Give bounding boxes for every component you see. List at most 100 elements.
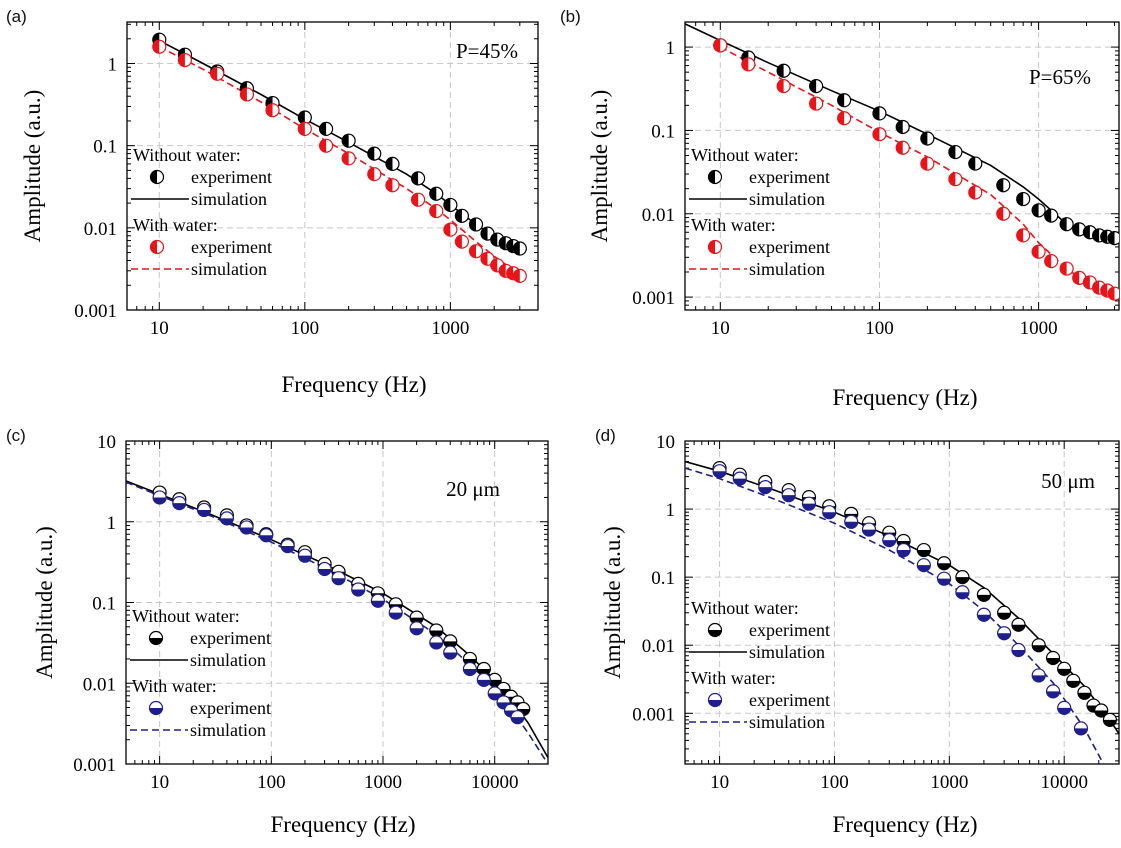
data-point <box>861 522 877 537</box>
data-point <box>1059 217 1074 232</box>
legend-label-with-exp: experiment <box>191 237 272 257</box>
data-point <box>259 528 274 543</box>
y-tick-label: 0.01 <box>84 219 117 240</box>
data-point <box>776 63 791 78</box>
axis-ticks <box>684 21 1119 311</box>
panel-annotation: 50 μm <box>1041 469 1095 493</box>
plot-data <box>685 23 1119 301</box>
series-line-3 <box>685 467 1105 764</box>
data-point <box>317 561 332 577</box>
data-point <box>297 121 312 136</box>
y-tick-label: 1 <box>107 513 117 534</box>
data-point <box>512 268 527 284</box>
data-point <box>997 626 1012 641</box>
data-point <box>1107 231 1119 246</box>
data-point <box>454 234 469 249</box>
data-point <box>1059 261 1074 276</box>
axis-ticks <box>684 440 1120 764</box>
data-point <box>480 251 495 266</box>
x-tick-label: 1000 <box>1020 318 1058 339</box>
legend-marker-without <box>149 169 165 185</box>
legend-label-with-sim: simulation <box>191 259 267 279</box>
data-point <box>1011 642 1026 658</box>
plot-data <box>126 480 548 764</box>
data-point <box>895 119 910 135</box>
data-point <box>758 480 773 495</box>
data-point <box>968 185 983 200</box>
data-point <box>239 87 255 102</box>
legend-marker-without <box>707 169 723 185</box>
x-tick-label: 10 <box>150 318 169 339</box>
y-tick-label: 1 <box>666 38 676 59</box>
data-point <box>409 621 424 636</box>
data-point <box>367 146 382 161</box>
data-point <box>410 192 426 207</box>
data-point <box>367 167 382 182</box>
panel-a: 10 100 1000 0.001 0.01 0.1 1 Frequency (Hz) Ampl… <box>6 7 539 397</box>
legend-label-without-exp: experiment <box>191 167 272 187</box>
legend-title-with: With water: <box>691 668 776 688</box>
panel-annotation: P=45% <box>456 39 518 63</box>
data-point <box>429 203 444 219</box>
data-point <box>809 96 824 111</box>
data-point <box>776 79 791 94</box>
x-axis-label: Frequency (Hz) <box>833 812 978 837</box>
legend-label-with-sim: simulation <box>749 259 825 279</box>
y-axis-label: Amplitude (a.u.) <box>20 90 45 243</box>
x-tick-label: 10000 <box>1040 772 1088 793</box>
legend-title-with: With water: <box>133 215 218 235</box>
data-point <box>429 623 444 638</box>
data-point <box>844 514 859 529</box>
y-tick-label: 0.01 <box>642 636 675 657</box>
plot-data <box>685 460 1119 764</box>
data-point <box>916 542 931 558</box>
data-point <box>1016 191 1031 207</box>
data-point <box>837 93 852 108</box>
y-axis-label: Amplitude (a.u.) <box>587 90 612 243</box>
legend-marker-without <box>148 630 164 646</box>
data-point <box>1073 721 1089 736</box>
y-tick-label: 0.1 <box>92 594 116 615</box>
data-point <box>801 496 817 511</box>
data-point <box>996 206 1011 221</box>
legend-label-with-sim: simulation <box>749 712 825 732</box>
data-point <box>331 571 346 586</box>
y-tick-label: 0.1 <box>651 121 675 142</box>
data-point <box>837 111 852 126</box>
data-point <box>280 538 295 554</box>
data-point <box>172 496 187 511</box>
data-point <box>443 222 458 237</box>
data-point <box>152 39 167 54</box>
legend-marker-with <box>707 692 723 708</box>
panel-label: (b) <box>560 7 581 26</box>
x-tick-label: 100 <box>291 318 320 339</box>
legend-title-without: Without water: <box>133 145 241 165</box>
panel-d: 10 100 1000 10000 0.001 0.01 0.1 1 10 Frequency (… <box>595 426 1120 837</box>
legend-label-without-sim: simulation <box>190 650 266 670</box>
data-point <box>976 587 992 602</box>
data-point <box>454 208 469 223</box>
x-tick-label: 1000 <box>930 772 968 793</box>
legend-title-without: Without water: <box>691 145 799 165</box>
data-point <box>895 140 910 155</box>
data-point <box>713 38 728 53</box>
x-tick-label: 1000 <box>364 772 402 793</box>
data-point <box>1082 275 1097 290</box>
legend-label-without-exp: experiment <box>190 628 271 648</box>
data-point <box>1031 203 1046 218</box>
data-point <box>920 131 935 146</box>
data-point <box>443 197 458 213</box>
panel-label: (a) <box>6 7 27 26</box>
axis-ticks <box>126 22 539 311</box>
data-point <box>318 138 334 153</box>
data-point <box>997 605 1012 620</box>
data-point <box>1102 712 1118 727</box>
legend-label-without-exp: experiment <box>749 167 830 187</box>
panel-annotation: P=65% <box>1029 65 1091 89</box>
data-point <box>781 488 796 503</box>
legend-title-with: With water: <box>132 676 217 696</box>
data-point <box>443 645 458 660</box>
